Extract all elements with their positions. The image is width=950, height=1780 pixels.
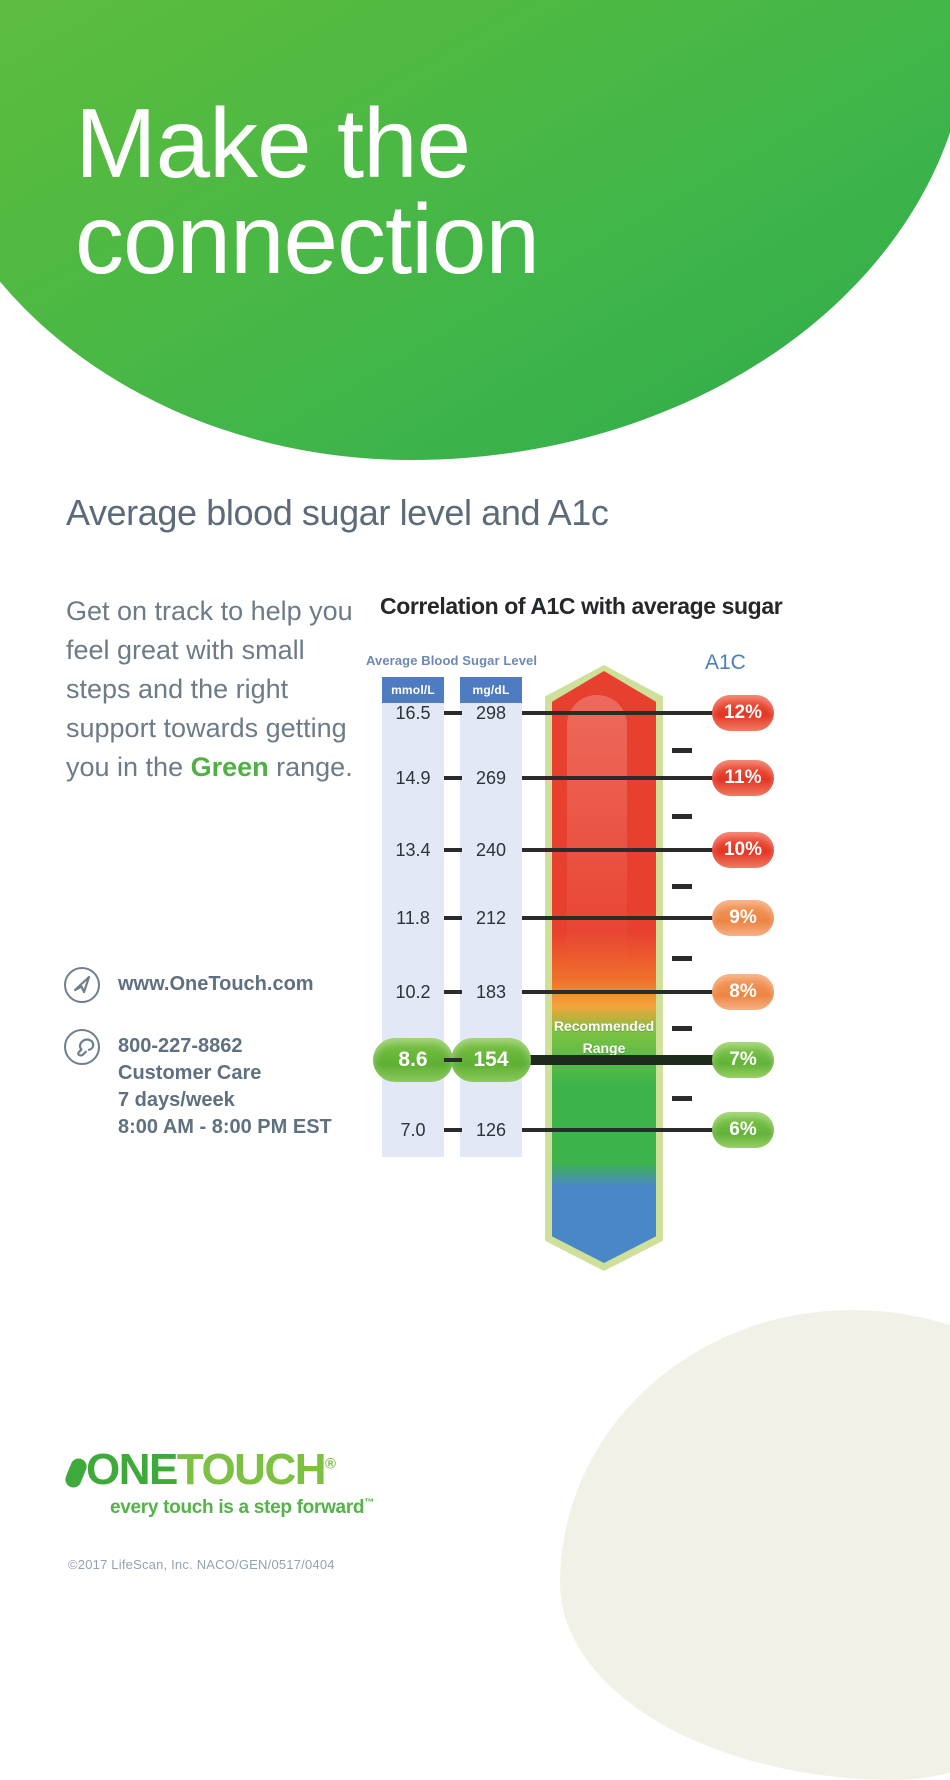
logo-tagline-text: every touch is a step forward: [110, 1497, 365, 1518]
recommended-range-line1: Recommended: [553, 1018, 655, 1034]
chart-a1c-label: A1C: [705, 651, 746, 674]
contact-row-phone[interactable]: 800-227-8862 Customer Care 7 days/week 8…: [62, 1027, 382, 1141]
recommended-range-line2: Range: [582, 1040, 626, 1056]
contact-block: www.OneTouch.com 800-227-8862 Customer C…: [62, 965, 382, 1163]
value-cell-mgdl: 269: [475, 767, 507, 788]
connector-line: [522, 990, 722, 994]
days-open-label: 7 days/week: [118, 1089, 235, 1111]
logo-tagline: every touch is a step forward™: [110, 1497, 408, 1519]
onetouch-logo: ONETOUCH® every touch is a step forward™: [62, 1445, 408, 1519]
value-cell-mgdl: 212: [475, 907, 507, 928]
intro-text-after: range.: [268, 752, 353, 782]
highlighted-value-mmol: 8.6: [373, 1038, 453, 1082]
row-dash: [444, 776, 462, 780]
phone-number[interactable]: 800-227-8862: [118, 1035, 243, 1057]
background-swirl-decoration: [560, 1310, 950, 1780]
value-cell-mmol: 13.4: [395, 839, 431, 860]
column-header-mgdl: mg/dL: [460, 677, 522, 703]
contact-row-website[interactable]: www.OneTouch.com: [62, 965, 382, 1005]
row-dash: [444, 711, 462, 715]
scale-tick: [672, 814, 692, 819]
thermometer-gloss-overlay: [567, 695, 627, 1195]
a1c-badge: 8%: [712, 974, 774, 1010]
hero-title: Make the connection: [75, 88, 540, 295]
connector-line: [522, 916, 722, 920]
value-cell-mgdl: 126: [475, 1119, 507, 1140]
value-cell-mmol: 11.8: [396, 907, 430, 928]
page-title: Average blood sugar level and A1c: [66, 492, 609, 533]
copyright-notice: ©2017 LifeScan, Inc. NACO/GEN/0517/0404: [68, 1557, 335, 1572]
scale-tick: [672, 748, 692, 753]
logo-word-touch: TOUCH: [176, 1445, 327, 1494]
row-dash: [444, 848, 462, 852]
intro-accent-word: Green: [190, 752, 269, 782]
intro-paragraph: Get on track to help you feel great with…: [66, 592, 356, 787]
registered-mark: ®: [325, 1455, 336, 1473]
website-link[interactable]: www.OneTouch.com: [118, 973, 314, 995]
connector-line: [522, 776, 722, 780]
scale-tick: [672, 884, 692, 889]
column-header-mmol: mmol/L: [382, 677, 444, 703]
value-cell-mgdl: 298: [475, 702, 507, 723]
chart-axis-group-label: Average Blood Sugar Level: [366, 653, 538, 668]
a1c-badge: 6%: [712, 1112, 774, 1148]
scale-tick: [672, 1026, 692, 1031]
cursor-arrow-icon: [62, 965, 102, 1005]
value-cell-mgdl: 183: [475, 981, 507, 1002]
scale-tick: [672, 956, 692, 961]
row-dash: [444, 1058, 462, 1062]
row-dash: [444, 1128, 462, 1132]
highlighted-value-mgdl: 154: [451, 1038, 531, 1082]
trademark-mark: ™: [364, 1497, 374, 1509]
intro-text-before: Get on track to help you feel great with…: [66, 596, 353, 782]
recommended-range-label: Recommended Range: [545, 1015, 663, 1059]
a1c-badge: 7%: [712, 1042, 774, 1078]
a1c-badge: 11%: [712, 760, 774, 796]
hero-banner: Make the connection: [0, 0, 950, 470]
a1c-badge: 10%: [712, 832, 774, 868]
hours-label: 8:00 AM - 8:00 PM EST: [118, 1116, 332, 1138]
customer-care-label: Customer Care: [118, 1062, 262, 1084]
thermometer-color-scale: [552, 671, 656, 1263]
connector-line: [522, 711, 722, 715]
a1c-badge: 12%: [712, 695, 774, 731]
phone-details[interactable]: 800-227-8862 Customer Care 7 days/week 8…: [118, 1027, 332, 1141]
a1c-correlation-chart: Correlation of A1C with average sugar Av…: [360, 585, 900, 1305]
scale-tick: [672, 1096, 692, 1101]
connector-line: [522, 848, 722, 852]
logo-word-one: ONE: [86, 1445, 178, 1494]
value-cell-mmol: 16.5: [395, 702, 431, 723]
value-cell-mmol: 7.0: [400, 1119, 426, 1140]
thermometer-gauge: Recommended Range: [545, 665, 663, 1271]
row-dash: [444, 990, 462, 994]
a1c-badge: 9%: [712, 900, 774, 936]
chart-title: Correlation of A1C with average sugar: [380, 593, 783, 619]
value-cell-mmol: 10.2: [395, 981, 431, 1002]
connector-line-highlight: [522, 1055, 722, 1065]
connector-line: [522, 1128, 722, 1132]
row-dash: [444, 916, 462, 920]
logo-wordmark: ONETOUCH®: [62, 1445, 408, 1494]
value-cell-mgdl: 240: [475, 839, 507, 860]
phone-icon: [62, 1027, 102, 1067]
value-cell-mmol: 14.9: [395, 767, 431, 788]
